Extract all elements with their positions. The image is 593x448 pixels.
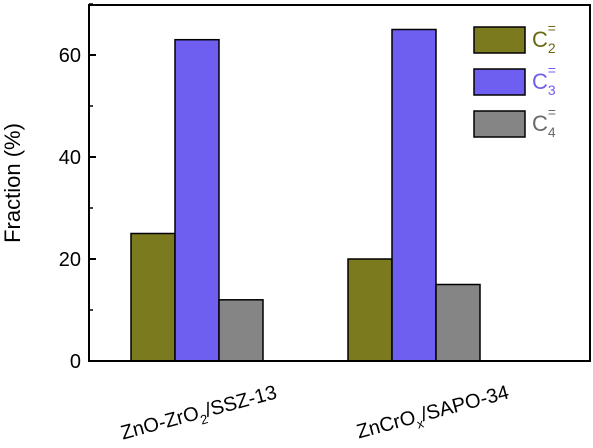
plot-frame [88, 4, 591, 362]
bar-3-1 [391, 28, 437, 362]
legend: C2= C3= C4= [473, 20, 556, 140]
y-axis: 0 20 40 60 [59, 3, 96, 373]
y-tick-label: 40 [59, 147, 81, 169]
legend-label-3: C3= [532, 62, 556, 98]
legend-swatch-2 [473, 26, 526, 54]
legend-swatch-4 [473, 110, 526, 138]
y-tick-label: 0 [70, 351, 81, 373]
legend-swatch-3 [473, 68, 526, 96]
legend-label-2: C2= [532, 20, 556, 56]
x-axis: ZnO-ZrO2/SSZ-13 ZnCrOx/SAPO-34 [118, 382, 512, 448]
bar-4-0 [218, 299, 264, 362]
bar-3-0 [174, 38, 220, 362]
legend-label-4: C4= [532, 104, 556, 140]
bar-2-1 [347, 258, 393, 362]
bar-2-0 [130, 232, 176, 362]
y-tick-label: 60 [59, 45, 81, 67]
bars-group [130, 28, 481, 362]
bar-4-1 [435, 283, 481, 362]
x-category-label: ZnCrOx/SAPO-34 [354, 382, 512, 448]
x-category-label: ZnO-ZrO2/SSZ-13 [118, 382, 280, 448]
y-tick-label: 20 [59, 249, 81, 271]
y-axis-label: Fraction (%) [0, 123, 25, 243]
